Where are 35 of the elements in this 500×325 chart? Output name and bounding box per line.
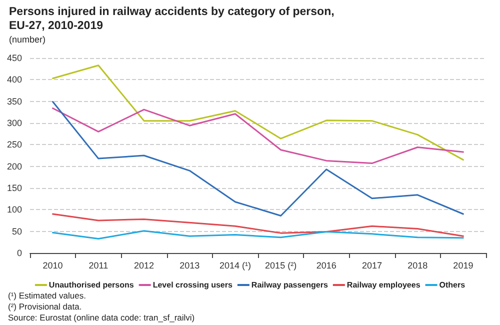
y-tick-label: 50: [12, 226, 22, 236]
x-tick-label: 2013: [180, 260, 200, 270]
y-tick-label: 100: [6, 204, 22, 215]
y-tick-label: 200: [6, 161, 22, 172]
x-tick-label: 2012: [134, 260, 154, 270]
text: (¹) Estimated values.: [8, 290, 86, 300]
chart-title: Persons injured in railway accidents by category of person, EU-27, 2010-2019: [9, 6, 338, 32]
line-series: [52, 213, 464, 237]
line-series: [52, 230, 464, 240]
chart-subtitle: (number): [9, 34, 46, 44]
line-series: [52, 101, 464, 216]
y-tick-label: 350: [6, 96, 22, 106]
x-tick-label: 2017: [362, 260, 382, 270]
x-tick-label: 2010: [42, 260, 63, 270]
y-tick-label: 250: [6, 140, 22, 150]
text: (²) Provisional data.: [8, 302, 82, 312]
x-tick-label: 2016: [316, 260, 336, 270]
legend-label: Others: [439, 280, 466, 290]
y-tick-label: 450: [6, 53, 22, 63]
legend-label: Railway passengers: [251, 280, 328, 290]
x-tick-label: 2011: [88, 260, 108, 270]
x-tick-label: 2015 (²): [265, 260, 297, 270]
y-tick-label: 300: [6, 118, 22, 128]
line-series: [52, 64, 464, 161]
source-note: Source: Eurostat (online data code: tran_sf_railvi): [8, 312, 195, 322]
legend-label: Level crossing users: [152, 280, 233, 290]
legend-label: Unauthorised persons: [48, 280, 134, 290]
y-tick-label: 0: [16, 248, 22, 258]
line-series: [52, 108, 464, 164]
legend-label: Railway employees: [346, 280, 421, 290]
y-tick-label: 400: [6, 74, 22, 85]
x-tick-label: 2014 (¹): [219, 260, 251, 270]
y-tick-label: 150: [6, 183, 22, 193]
x-tick-label: 2018: [408, 260, 428, 270]
x-tick-label: 2019: [453, 260, 474, 270]
